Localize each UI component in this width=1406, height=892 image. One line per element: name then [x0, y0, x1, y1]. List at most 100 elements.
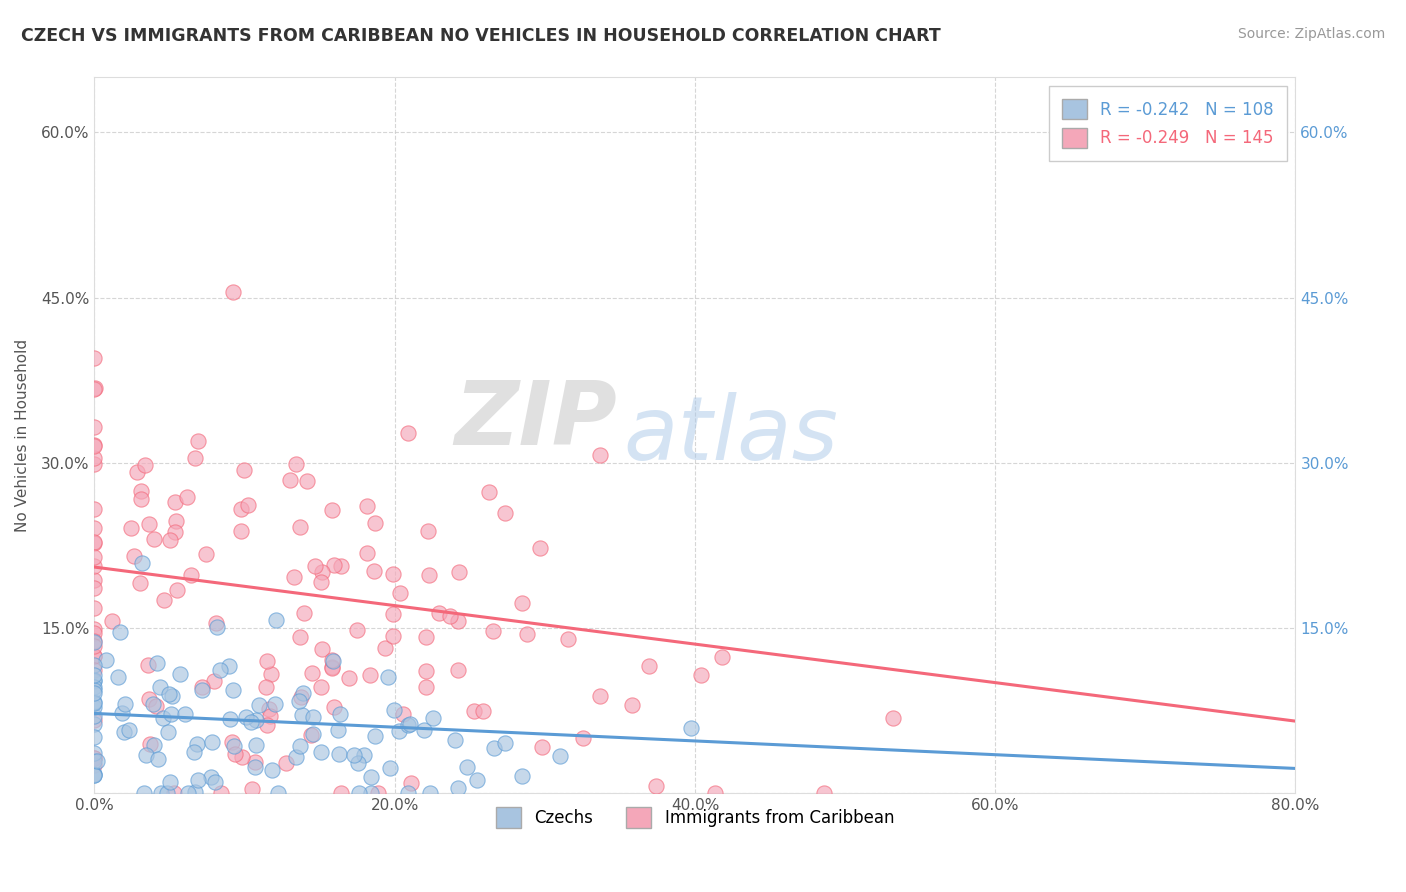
Point [83, 751, 105, 765]
Point [710, 649, 733, 664]
Point [100, 614, 122, 628]
Point [288, 739, 311, 753]
Point [299, 728, 322, 742]
Point [156, 786, 179, 800]
Point [290, 690, 312, 705]
Point [176, 490, 198, 504]
Point [83, 700, 105, 714]
Point [174, 706, 197, 721]
Point [266, 786, 288, 800]
Point [83, 635, 105, 649]
Point [415, 664, 437, 678]
Point [205, 620, 228, 634]
Point [288, 694, 311, 708]
Point [240, 782, 263, 797]
Point [291, 707, 314, 722]
Point [83, 754, 105, 768]
Point [343, 748, 366, 763]
Point [882, 711, 904, 725]
Point [321, 502, 343, 516]
Point [184, 785, 207, 799]
Point [301, 709, 323, 723]
Point [347, 786, 370, 800]
Point [129, 491, 152, 506]
Point [396, 786, 419, 800]
Point [330, 786, 353, 800]
Point [112, 725, 135, 739]
Point [152, 710, 174, 724]
Point [443, 732, 465, 747]
Point [446, 614, 468, 628]
Point [283, 570, 305, 584]
Point [381, 607, 404, 622]
Point [145, 699, 167, 714]
Point [337, 671, 360, 685]
Point [83, 381, 105, 395]
Point [83, 501, 105, 516]
Point [245, 738, 267, 752]
Point [107, 670, 129, 684]
Point [129, 483, 152, 498]
Point [346, 623, 368, 637]
Point [531, 739, 554, 754]
Point [136, 657, 159, 672]
Point [302, 727, 325, 741]
Point [292, 686, 315, 700]
Point [83, 713, 105, 727]
Point [159, 533, 181, 547]
Point [264, 697, 287, 711]
Point [218, 659, 240, 673]
Point [589, 690, 612, 704]
Point [548, 749, 571, 764]
Point [257, 702, 280, 716]
Text: CZECH VS IMMIGRANTS FROM CARIBBEAN NO VEHICLES IN HOUSEHOLD CORRELATION CHART: CZECH VS IMMIGRANTS FROM CARIBBEAN NO VE… [21, 27, 941, 45]
Point [83, 680, 105, 694]
Point [321, 652, 343, 666]
Point [122, 549, 145, 563]
Point [644, 780, 666, 794]
Point [83, 634, 105, 648]
Point [224, 747, 246, 761]
Point [129, 576, 152, 591]
Point [83, 521, 105, 535]
Point [143, 738, 166, 752]
Point [465, 773, 488, 788]
Point [284, 750, 307, 764]
Point [311, 641, 333, 656]
Point [83, 581, 105, 595]
Point [292, 607, 315, 621]
Point [150, 786, 173, 800]
Point [494, 506, 516, 520]
Point [201, 735, 224, 749]
Point [138, 692, 160, 706]
Point [301, 665, 323, 680]
Point [222, 739, 245, 754]
Point [83, 573, 105, 587]
Point [328, 723, 350, 738]
Point [278, 473, 301, 487]
Point [186, 737, 208, 751]
Point [456, 760, 478, 774]
Point [374, 641, 396, 656]
Point [118, 723, 141, 737]
Point [363, 564, 385, 578]
Point [388, 586, 411, 600]
Point [247, 698, 270, 712]
Point [187, 434, 209, 449]
Point [288, 520, 311, 534]
Point [481, 624, 503, 638]
Point [83, 535, 105, 549]
Point [284, 457, 307, 471]
Point [363, 516, 385, 530]
Point [637, 659, 659, 673]
Point [83, 673, 105, 688]
Point [231, 524, 253, 539]
Legend: Czechs, Immigrants from Caribbean: Czechs, Immigrants from Caribbean [489, 801, 901, 834]
Point [165, 524, 187, 539]
Point [83, 751, 105, 765]
Point [83, 757, 105, 772]
Point [621, 698, 644, 713]
Point [195, 547, 218, 561]
Point [321, 659, 343, 673]
Point [236, 498, 259, 512]
